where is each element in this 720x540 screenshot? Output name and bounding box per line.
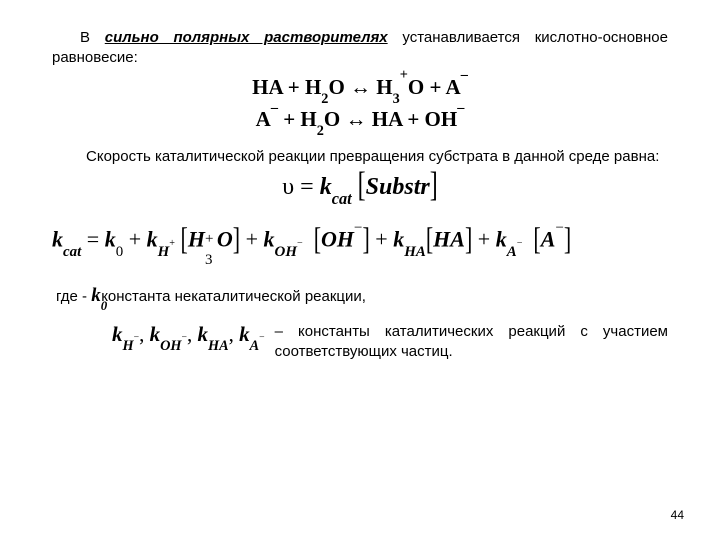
eq1-sub2a: 2 — [321, 91, 328, 107]
rate-eq: = — [294, 174, 320, 200]
kcat-plus3: + — [370, 227, 393, 252]
kcat-kH-H: H — [158, 244, 170, 260]
kcat-brA-minus: − — [555, 220, 563, 236]
eq1-supminus: – — [461, 67, 468, 83]
rate-k: k — [320, 174, 332, 200]
eq1-c: O + A — [408, 75, 461, 99]
eq2-b: + H — [278, 107, 317, 131]
where-a: где - — [56, 288, 91, 305]
kcat-kH-k: k — [147, 227, 158, 252]
kcat-plus2: + — [240, 227, 263, 252]
kcat-brOH: OH — [321, 227, 354, 252]
equilibrium-equations: HA + H2O ↔ H3+O + A– A– + H2O ↔ HA + OH– — [52, 73, 668, 138]
kcat-k0-0: 0 — [116, 244, 123, 260]
kcat-kOH-k: k — [264, 227, 275, 252]
kcat-kHA-k: k — [393, 227, 404, 252]
kcat-equation: kcat = k0 + kH+ [H+3O] + kOH− [OH−] + kH… — [52, 226, 668, 257]
page-number: 44 — [671, 508, 684, 522]
eq-line-1: HA + H2O ↔ H3+O + A– — [52, 73, 668, 105]
kcat-plus4: + — [472, 227, 495, 252]
eq1-a: HA + H — [252, 75, 321, 99]
where-b: константа некаталитической реакции, — [101, 288, 366, 305]
constants-symbols: kH−, kOH−, kHA, kA− — [112, 322, 265, 351]
eq2-supminus2: – — [457, 100, 464, 116]
eq1-supplus: + — [400, 67, 408, 83]
rate-cat: cat — [332, 189, 352, 208]
kcat-brOH-minus: − — [354, 220, 362, 236]
kcat-brH-3: 3 — [205, 252, 212, 269]
eq2-c: O ↔ HA + OH — [324, 107, 457, 131]
kcat-kA-A: A — [507, 244, 517, 260]
eq2-supminus1: – — [271, 100, 278, 116]
rate-substr: Substr — [366, 174, 430, 200]
eq2-a: A — [256, 107, 271, 131]
kcat-brO1: O — [217, 227, 233, 252]
intro-paragraph: В сильно полярных растворителях устанавл… — [52, 28, 668, 69]
eq2-sub2: 2 — [317, 123, 324, 139]
kcat-kHA-HA: HA — [404, 244, 426, 260]
kcat-kOH-minus: − — [297, 238, 303, 249]
kcat-kOH-OH: OH — [275, 244, 297, 260]
kcat-brHA: HA — [433, 227, 465, 252]
intro-emph: сильно полярных растворителях — [105, 29, 388, 46]
constants-text: – константы каталитических реакций с уча… — [275, 322, 668, 363]
kcat-kA-k: k — [496, 227, 507, 252]
rate-upsilon: υ — [282, 174, 294, 200]
rate-paragraph-text: Скорость каталитической реакции превраще… — [86, 148, 659, 165]
kcat-kH-plus: + — [169, 238, 175, 249]
rate-equation: υ = kcat [Substr] — [52, 174, 668, 205]
where-line: где - k0константа некаталитической реакц… — [52, 285, 668, 310]
constants-line: kH−, kOH−, kHA, kA− – константы каталити… — [52, 322, 668, 363]
kcat-sub-cat: cat — [63, 244, 81, 260]
kcat-plus1: + — [123, 227, 146, 252]
eq-line-2: A– + H2O ↔ HA + OH– — [52, 105, 668, 137]
rate-paragraph: Скорость каталитической реакции превраще… — [58, 147, 668, 167]
eq1-sub3: 3 — [393, 91, 400, 107]
kcat-eqsign: = — [81, 227, 104, 252]
kcat-brH-plus: + — [205, 231, 213, 248]
kcat-k0-k: k — [105, 227, 116, 252]
kcat-k: k — [52, 227, 63, 252]
kcat-brA: A — [541, 227, 556, 252]
kcat-brH: H — [188, 227, 205, 252]
page: В сильно полярных растворителях устанавл… — [0, 0, 720, 540]
eq1-b: O ↔ H — [328, 75, 392, 99]
intro-a: В — [80, 29, 105, 46]
kcat-kA-minus: − — [517, 238, 523, 249]
